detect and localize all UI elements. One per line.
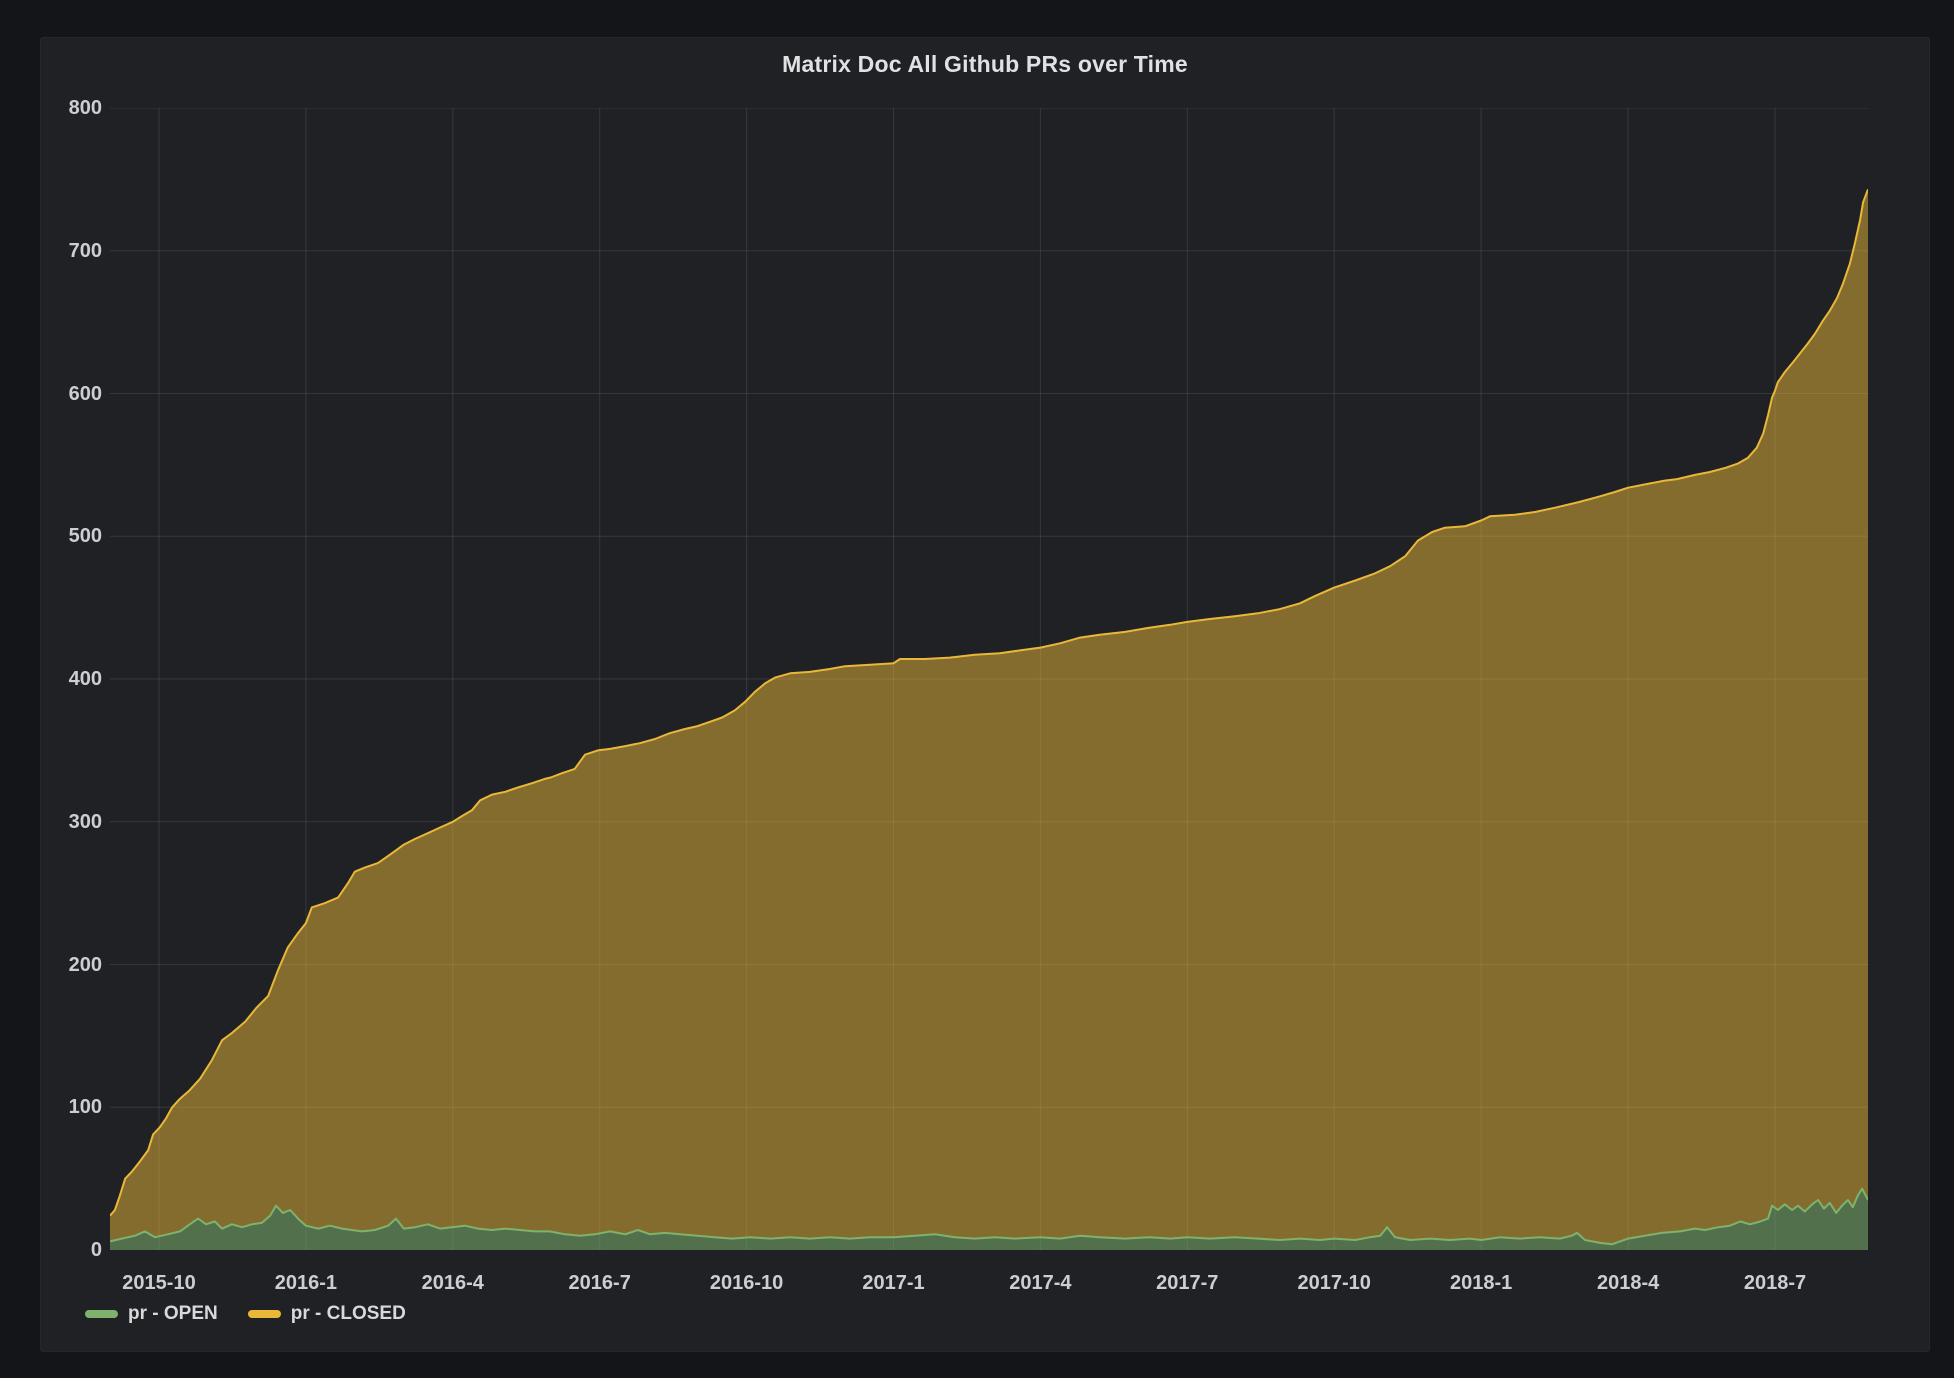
x-axis-label: 2016-1 xyxy=(274,1272,338,1294)
x-axis-label: 2018-4 xyxy=(1596,1272,1660,1294)
legend-label-closed: pr - CLOSED xyxy=(290,1303,406,1324)
x-axis-label: 2017-1 xyxy=(862,1272,925,1294)
legend-swatch-closed-icon xyxy=(247,1310,281,1318)
x-axis-label: 2015-10 xyxy=(122,1272,196,1294)
legend-label-open: pr - OPEN xyxy=(128,1303,218,1324)
x-axis-label: 2018-7 xyxy=(1743,1272,1807,1294)
grafana-panel: Matrix Doc All Github PRs over Time 0 100… xyxy=(40,37,1930,1352)
legend: pr - OPEN pr - CLOSED xyxy=(85,1303,406,1325)
y-axis-label: 700 xyxy=(68,239,102,262)
y-axis-label: 200 xyxy=(68,953,102,976)
x-axis-label: 2017-4 xyxy=(1009,1272,1072,1294)
y-axis-label: 400 xyxy=(68,668,102,690)
legend-item-open[interactable]: pr - OPEN xyxy=(85,1303,218,1325)
x-axis-label: 2017-10 xyxy=(1297,1272,1371,1294)
y-axis-label: 600 xyxy=(68,382,102,405)
x-axis-label: 2016-7 xyxy=(568,1272,631,1294)
x-axis-label: 2017-7 xyxy=(1156,1272,1219,1294)
panel-title[interactable]: Matrix Doc All Github PRs over Time xyxy=(782,51,1188,77)
x-axis-label: 2016-4 xyxy=(421,1272,484,1294)
chart-plot-area[interactable] xyxy=(110,108,1868,1250)
y-axis-label: 100 xyxy=(68,1096,102,1119)
stacked-area-chart[interactable] xyxy=(110,108,1868,1250)
legend-swatch-open-icon xyxy=(85,1310,118,1318)
y-axis-label: 500 xyxy=(68,525,102,548)
x-axis-label: 2018-1 xyxy=(1449,1272,1513,1294)
x-axis-label: 2016-10 xyxy=(709,1272,784,1294)
y-axis-label: 800 xyxy=(68,97,102,119)
y-axis-label: 300 xyxy=(68,810,102,833)
legend-item-closed[interactable]: pr - CLOSED xyxy=(247,1303,406,1325)
y-axis-label: 0 xyxy=(90,1239,102,1261)
